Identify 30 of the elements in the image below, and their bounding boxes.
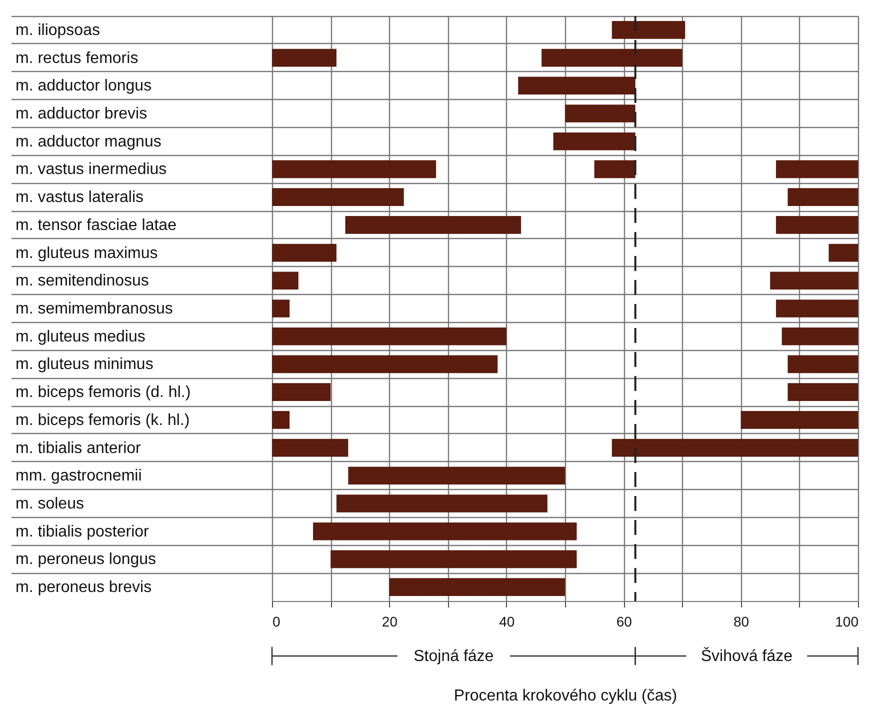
y-tick-label: m. vastus inermedius — [16, 161, 167, 178]
y-tick-label: m. tibialis posterior — [16, 523, 150, 540]
x-tick-label: 20 — [382, 614, 398, 630]
y-tick-label: m. soleus — [16, 496, 84, 512]
x-tick-label: 40 — [499, 614, 515, 630]
x-tick-label: 100 — [835, 614, 859, 630]
y-tick-label: m. semimembranosus — [16, 300, 173, 318]
y-tick-label: m. adductor longus — [16, 78, 152, 95]
text: Stojná fáze — [414, 648, 494, 665]
y-tick-label: mm. gastrocnemii — [16, 468, 142, 485]
y-tick-label: m. adductor magnus — [16, 133, 162, 150]
x-axis-title: Procenta krokového cyklu (čas) — [454, 688, 678, 704]
y-tick-label: m. peroneus longus — [16, 551, 156, 568]
y-tick-label: m. gluteus medius — [16, 328, 146, 346]
y-tick-label: m. gluteus maximus — [16, 244, 158, 262]
y-tick-label: m. tensor fasciae latae — [16, 216, 177, 234]
y-tick-label: m. vastus lateralis — [16, 189, 144, 206]
x-tick-label: 60 — [616, 614, 632, 630]
y-tick-label: m. peroneus brevis — [16, 579, 152, 596]
x-tick-label: 0 — [272, 614, 280, 630]
y-tick-label: m. tibialis anterior — [16, 440, 142, 457]
y-tick-label: m. gluteus minimus — [16, 356, 154, 374]
y-tick-label: m. semitendinosus — [16, 272, 149, 290]
y-tick-label: m. iliopsoas — [16, 22, 100, 39]
x-tick-label: 80 — [734, 614, 750, 630]
y-tick-label: m. biceps femoris (k. hl.) — [16, 412, 190, 429]
y-tick-label: m. rectus femoris — [16, 50, 138, 67]
y-tick-label: m. biceps femoris (d. hl.) — [16, 384, 191, 402]
text: Švihová fáze — [700, 647, 793, 665]
y-tick-label: m. adductor brevis — [16, 106, 148, 122]
